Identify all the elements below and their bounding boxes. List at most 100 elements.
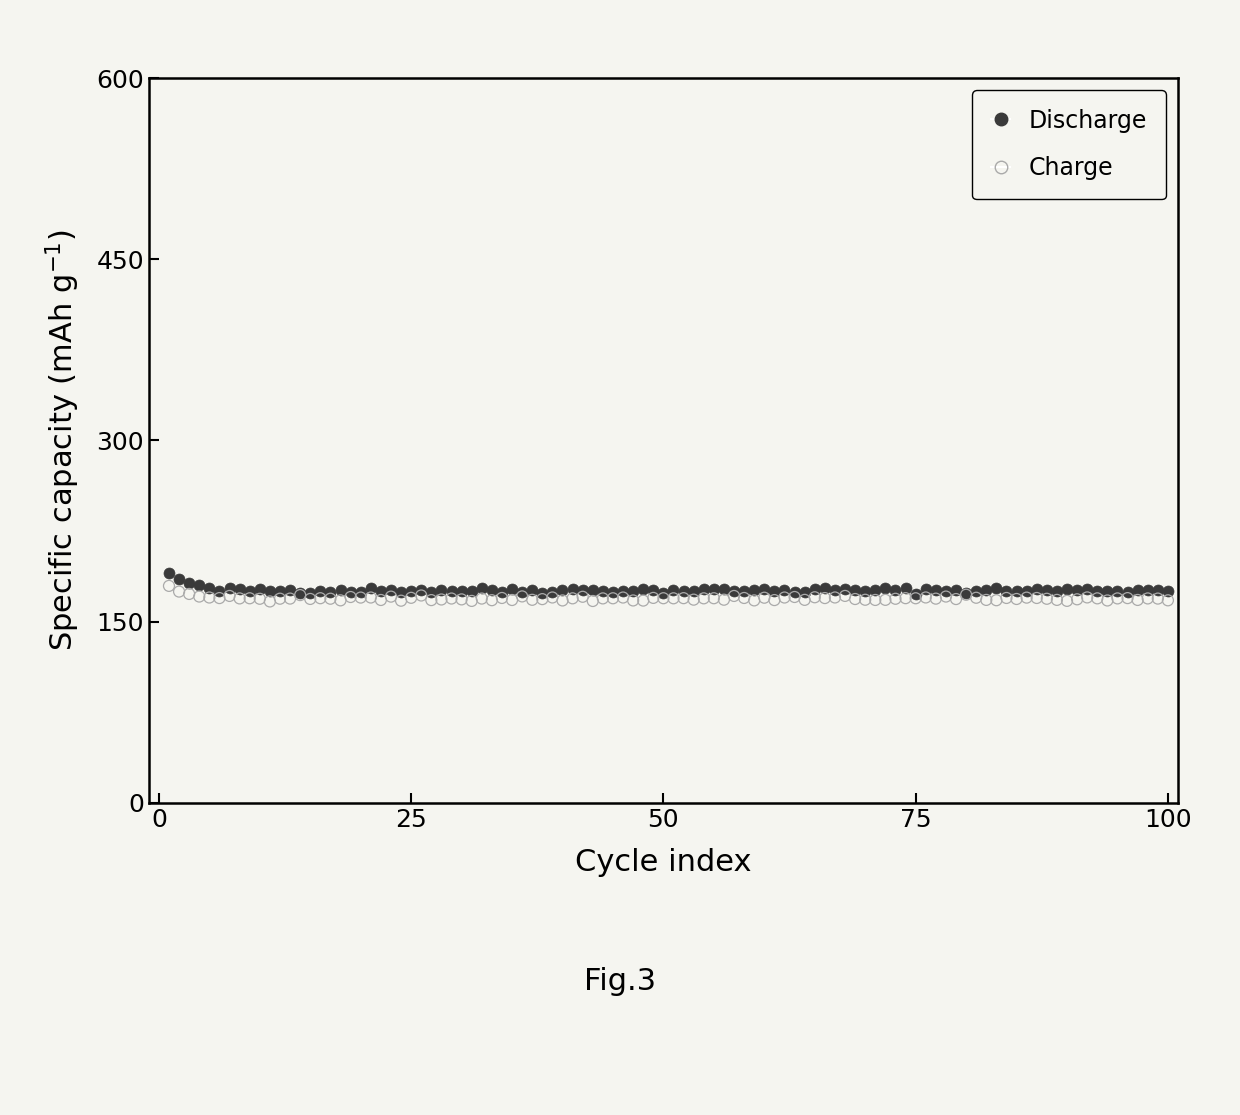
Point bbox=[875, 579, 895, 597]
Point bbox=[613, 582, 632, 600]
Point bbox=[805, 580, 825, 598]
Point bbox=[260, 582, 280, 600]
Point bbox=[866, 591, 885, 609]
Point bbox=[402, 589, 422, 607]
Point bbox=[542, 583, 562, 601]
Point bbox=[180, 585, 200, 603]
Point bbox=[754, 580, 774, 598]
Point bbox=[1097, 592, 1117, 610]
Point bbox=[371, 591, 391, 609]
Point bbox=[542, 589, 562, 607]
Point bbox=[663, 581, 683, 599]
Point bbox=[432, 591, 451, 609]
Point bbox=[694, 590, 714, 608]
Point bbox=[432, 581, 451, 599]
Point bbox=[290, 586, 310, 604]
Point bbox=[461, 582, 481, 600]
Point bbox=[987, 591, 1007, 609]
Point bbox=[956, 585, 976, 603]
Point bbox=[644, 589, 663, 607]
Point bbox=[1158, 591, 1178, 609]
Point bbox=[653, 584, 673, 602]
Point bbox=[846, 590, 866, 608]
Point bbox=[422, 591, 441, 609]
Point bbox=[653, 590, 673, 608]
Point bbox=[210, 589, 229, 607]
Point bbox=[461, 592, 481, 610]
Point bbox=[744, 591, 764, 609]
Point bbox=[1138, 590, 1158, 608]
Point bbox=[603, 590, 622, 608]
Point bbox=[1138, 581, 1158, 599]
Point bbox=[1007, 582, 1027, 600]
Point bbox=[1148, 581, 1168, 599]
Point bbox=[1158, 582, 1178, 600]
Point bbox=[219, 579, 239, 597]
Point bbox=[603, 583, 622, 601]
Point bbox=[724, 582, 744, 600]
Point bbox=[219, 586, 239, 604]
Point bbox=[1107, 590, 1127, 608]
Point bbox=[300, 590, 320, 608]
Point bbox=[341, 583, 361, 601]
Point bbox=[1117, 589, 1137, 607]
Point bbox=[320, 590, 340, 608]
Point bbox=[663, 590, 683, 608]
Point bbox=[835, 580, 854, 598]
Point bbox=[846, 581, 866, 599]
Point bbox=[200, 589, 219, 607]
Point bbox=[956, 584, 976, 602]
Point bbox=[361, 589, 381, 607]
Point bbox=[926, 590, 946, 608]
Point bbox=[1148, 590, 1168, 608]
Point bbox=[673, 582, 693, 600]
Point bbox=[734, 582, 754, 600]
Point bbox=[613, 589, 632, 607]
Point bbox=[412, 581, 432, 599]
Point bbox=[916, 589, 936, 607]
Point bbox=[331, 581, 351, 599]
Point bbox=[946, 581, 966, 599]
Point bbox=[1087, 590, 1107, 608]
Point bbox=[1078, 589, 1097, 607]
Point bbox=[300, 584, 320, 602]
Point bbox=[1027, 580, 1047, 598]
Point bbox=[1107, 582, 1127, 600]
Point bbox=[815, 589, 835, 607]
Point bbox=[200, 579, 219, 597]
Point bbox=[451, 591, 471, 609]
Point bbox=[875, 591, 895, 609]
Point bbox=[270, 582, 290, 600]
Point bbox=[159, 564, 179, 582]
Point bbox=[714, 591, 734, 609]
Point bbox=[1017, 582, 1037, 600]
Point bbox=[926, 581, 946, 599]
Point bbox=[492, 583, 512, 601]
Point bbox=[260, 592, 280, 610]
Point bbox=[624, 592, 644, 610]
Point bbox=[916, 580, 936, 598]
Point bbox=[512, 583, 532, 601]
Point bbox=[683, 582, 703, 600]
Point bbox=[765, 591, 785, 609]
Point bbox=[522, 591, 542, 609]
Point bbox=[856, 582, 875, 600]
Point bbox=[714, 580, 734, 598]
Point bbox=[1007, 590, 1027, 608]
Point bbox=[593, 582, 613, 600]
Point bbox=[815, 580, 835, 598]
Point bbox=[734, 589, 754, 607]
Point bbox=[704, 580, 724, 598]
Point bbox=[936, 588, 956, 605]
Point bbox=[229, 580, 249, 598]
Point bbox=[976, 581, 996, 599]
Point bbox=[1056, 592, 1076, 610]
Point bbox=[966, 582, 986, 600]
Point bbox=[270, 590, 290, 608]
Point bbox=[905, 585, 925, 603]
Point bbox=[624, 582, 644, 600]
Point bbox=[1047, 582, 1066, 600]
Point bbox=[169, 583, 188, 601]
Point bbox=[795, 583, 815, 601]
Point bbox=[1056, 581, 1076, 599]
